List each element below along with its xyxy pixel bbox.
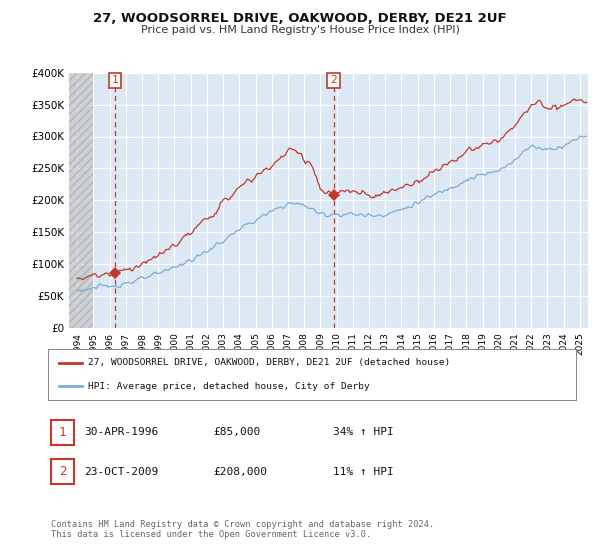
- Text: 1: 1: [59, 426, 66, 439]
- Text: 23-OCT-2009: 23-OCT-2009: [84, 466, 158, 477]
- Text: 30-APR-1996: 30-APR-1996: [84, 427, 158, 437]
- Text: 2: 2: [59, 465, 66, 478]
- Text: £85,000: £85,000: [213, 427, 260, 437]
- Text: 27, WOODSORREL DRIVE, OAKWOOD, DERBY, DE21 2UF (detached house): 27, WOODSORREL DRIVE, OAKWOOD, DERBY, DE…: [88, 358, 450, 367]
- Text: Price paid vs. HM Land Registry's House Price Index (HPI): Price paid vs. HM Land Registry's House …: [140, 25, 460, 35]
- Text: 1: 1: [112, 76, 118, 86]
- Text: HPI: Average price, detached house, City of Derby: HPI: Average price, detached house, City…: [88, 382, 370, 391]
- Text: Contains HM Land Registry data © Crown copyright and database right 2024.
This d: Contains HM Land Registry data © Crown c…: [51, 520, 434, 539]
- Text: £208,000: £208,000: [213, 466, 267, 477]
- Text: 11% ↑ HPI: 11% ↑ HPI: [333, 466, 394, 477]
- Text: 34% ↑ HPI: 34% ↑ HPI: [333, 427, 394, 437]
- Text: 27, WOODSORREL DRIVE, OAKWOOD, DERBY, DE21 2UF: 27, WOODSORREL DRIVE, OAKWOOD, DERBY, DE…: [93, 12, 507, 25]
- Bar: [69, 73, 94, 328]
- Text: 2: 2: [330, 76, 337, 86]
